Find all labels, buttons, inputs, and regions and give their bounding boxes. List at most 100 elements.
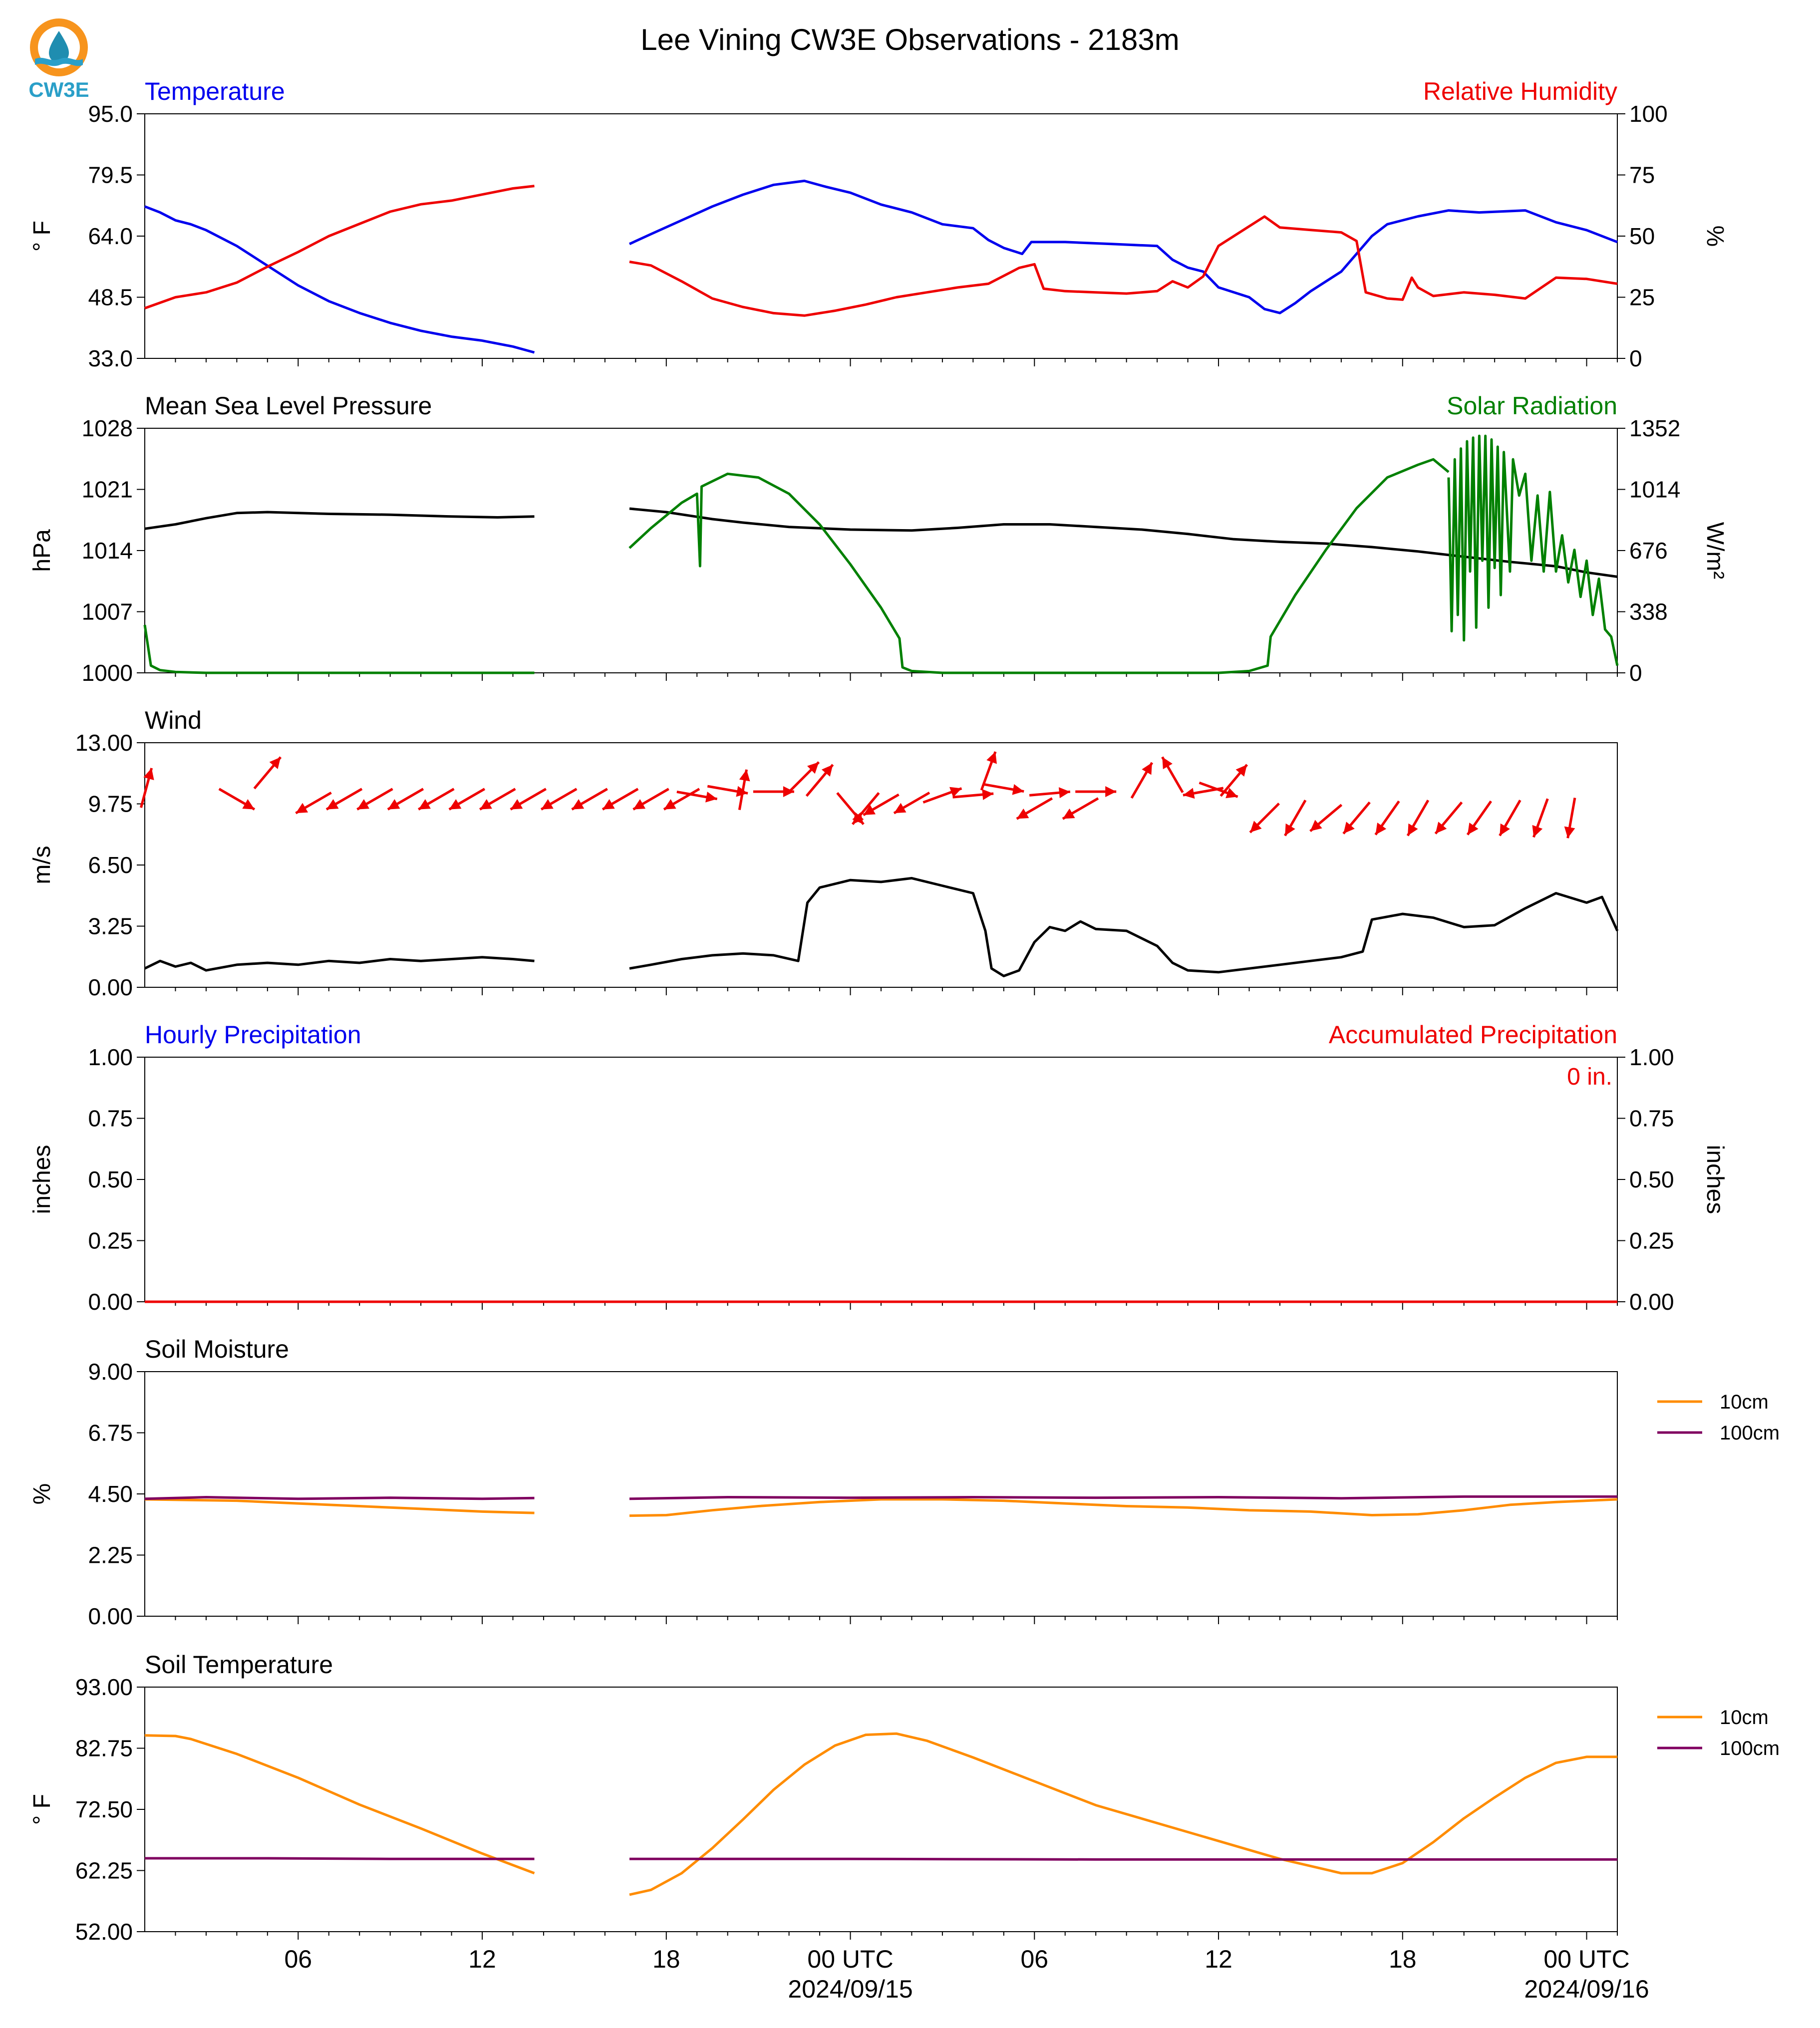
legend: 10cm 100cm — [1657, 1707, 1780, 1759]
y-axis-label: m/s — [29, 846, 55, 884]
wind-arrow-head — [449, 799, 462, 810]
wind-arrow-head — [982, 789, 994, 800]
y-tick-label-right: 0.00 — [1629, 1289, 1674, 1315]
y-tick-label: 1000 — [82, 660, 133, 686]
y-axis-label: % — [29, 1483, 55, 1505]
series-line — [143, 624, 535, 674]
wind-arrow — [893, 791, 930, 815]
series-line — [629, 1498, 1618, 1517]
wind-arrow — [805, 764, 834, 797]
y-tick-label: 6.75 — [88, 1420, 133, 1446]
y-tick-label-right: 0.75 — [1629, 1106, 1674, 1132]
y-tick-label: 13.00 — [75, 730, 133, 756]
panel-6: Soil Temperature 52.00 62.25 72.50 82.75 93.0… — [29, 1651, 1780, 1945]
series-line — [629, 215, 1618, 317]
y-axis-label: hPa — [29, 529, 55, 572]
wind-arrow — [295, 791, 332, 815]
wind-arrow — [1374, 800, 1400, 836]
panel-title: Mean Sea Level Pressure — [145, 392, 432, 420]
wind-arrow — [510, 788, 547, 811]
wind-arrow-head — [296, 803, 308, 814]
wind-arrow — [863, 793, 900, 817]
panel-3: Wind 0.00 3.25 6.50 9.75 13.00 m/s — [29, 706, 1619, 1000]
figure-title: Lee Vining CW3E Observations - 2183m — [640, 23, 1179, 56]
wind-arrow — [753, 786, 794, 797]
wind-arrow — [1406, 800, 1430, 837]
panels: Temperature Relative Humidity 33.0 48.5 64.0… — [29, 77, 1780, 2003]
series-line — [629, 507, 1618, 578]
wind-arrow-head — [1564, 826, 1575, 839]
series-line — [629, 1495, 1617, 1500]
wind-arrow — [418, 788, 455, 811]
wind-arrow-head — [863, 805, 876, 815]
y-tick-label: 6.50 — [88, 852, 133, 878]
legend-entry: 100cm — [1720, 1738, 1780, 1759]
y-tick-label-right: 100 — [1629, 101, 1668, 127]
wind-arrow — [676, 790, 718, 803]
wind-arrow — [1284, 800, 1307, 837]
wind-arrow-head — [1016, 808, 1029, 819]
series-line — [629, 1732, 1617, 1896]
wind-arrow-head — [387, 799, 400, 810]
y-axis-label-right: % — [1702, 226, 1728, 247]
wind-arrow — [448, 788, 486, 811]
wind-arrow-head — [1310, 820, 1322, 832]
y-tick-label-right: 338 — [1629, 599, 1668, 625]
y-tick-label: 1028 — [82, 415, 133, 441]
wind-arrow — [1499, 800, 1521, 837]
y-tick-label: 48.5 — [88, 285, 133, 310]
legend-entry: 10cm — [1720, 1391, 1769, 1413]
series-line — [144, 511, 535, 530]
y-tick-label: 1014 — [82, 538, 133, 564]
y-tick-label: 2.25 — [88, 1542, 133, 1568]
y-tick-label: 33.0 — [88, 345, 133, 371]
logo-text: CW3E — [28, 78, 89, 101]
y-tick-label: 79.5 — [88, 162, 133, 188]
panel-title: Soil Moisture — [145, 1335, 289, 1363]
wind-arrow — [922, 787, 962, 804]
wind-arrow-head — [603, 799, 615, 810]
wind-arrow — [387, 788, 424, 811]
wind-arrow-head — [1435, 822, 1447, 834]
y-tick-label-right: 0.50 — [1629, 1166, 1674, 1192]
wind-arrow — [1434, 801, 1463, 835]
y-tick-label-right: 25 — [1629, 285, 1655, 310]
wind-arrow — [738, 769, 750, 811]
y-tick-label-right: 676 — [1629, 538, 1668, 564]
wind-arrow-head — [986, 752, 997, 764]
wind-arrow-head — [664, 799, 676, 810]
wind-arrow-head — [1058, 787, 1070, 799]
wind-arrow-head — [480, 799, 492, 810]
logo-drop-icon — [49, 31, 69, 63]
wind-arrow — [952, 789, 994, 800]
legend-entry: 10cm — [1720, 1707, 1769, 1729]
y-axis-label: inches — [29, 1145, 55, 1214]
y-tick-label-right: 50 — [1629, 223, 1655, 249]
series-line — [144, 185, 535, 309]
y-tick-label-right: 1.00 — [1629, 1044, 1674, 1070]
y-tick-label: 0.00 — [88, 1603, 133, 1629]
y-axis-label-right: inches — [1702, 1145, 1728, 1214]
wind-arrow-head — [705, 792, 717, 803]
wind-arrow — [1466, 800, 1493, 836]
x-tick-label: 18 — [1389, 1945, 1417, 1973]
wind-arrow-head — [783, 786, 794, 797]
wind-arrow — [1219, 764, 1248, 797]
x-tick-label: 06 — [1020, 1945, 1048, 1973]
panel-2: Mean Sea Level Pressure Solar Radiation 10… — [29, 392, 1728, 686]
series-line — [144, 1496, 535, 1500]
panel-title: Temperature — [145, 77, 285, 105]
y-axis-label-right: W/m² — [1702, 522, 1728, 579]
wind-arrow-head — [1062, 808, 1075, 819]
wind-arrow-head — [821, 764, 833, 777]
panel-4: Hourly Precipitation Accumulated Precipit… — [29, 1021, 1728, 1315]
wind-arrows — [140, 751, 1576, 839]
wind-arrow-head — [1500, 823, 1510, 836]
y-tick-label: 0.25 — [88, 1228, 133, 1254]
series-line — [628, 179, 1618, 314]
wind-arrow-head — [1235, 764, 1247, 777]
wind-arrow-head — [894, 803, 907, 814]
wind-arrow — [1564, 797, 1576, 839]
legend: 10cm 100cm — [1657, 1391, 1780, 1444]
